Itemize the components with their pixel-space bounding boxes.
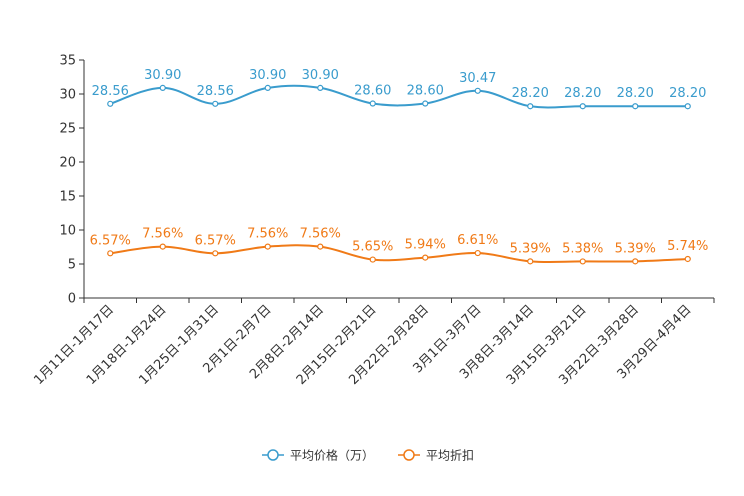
data-label: 28.20 xyxy=(564,86,601,101)
y-tick-label: 15 xyxy=(59,190,76,205)
data-point xyxy=(579,103,586,110)
data-point xyxy=(474,249,481,257)
data-label: 28.60 xyxy=(354,84,391,99)
data-label: 30.90 xyxy=(249,68,286,83)
data-point xyxy=(422,254,429,261)
data-label: 6.57% xyxy=(195,233,236,248)
data-point xyxy=(264,243,271,250)
data-label: 7.56% xyxy=(142,227,183,242)
y-tick-label: 30 xyxy=(59,88,76,103)
legend-label: 平均价格（万） xyxy=(290,448,374,463)
series-line xyxy=(110,244,688,264)
data-point xyxy=(369,100,376,107)
data-point xyxy=(579,258,586,265)
data-label: 28.20 xyxy=(617,86,654,101)
y-tick-label: 20 xyxy=(59,156,76,171)
data-point xyxy=(159,84,166,91)
y-tick-label: 25 xyxy=(59,122,76,137)
data-point xyxy=(684,255,691,263)
data-label: 5.74% xyxy=(667,239,708,254)
data-point xyxy=(264,84,271,91)
data-point xyxy=(107,100,114,107)
data-label: 28.20 xyxy=(669,86,706,101)
data-label: 30.90 xyxy=(144,68,181,83)
data-label: 5.39% xyxy=(510,241,551,256)
data-label: 28.60 xyxy=(407,84,444,99)
legend-label: 平均折扣 xyxy=(426,448,474,463)
data-point xyxy=(212,100,219,107)
data-point xyxy=(632,258,639,265)
legend-marker-icon xyxy=(267,449,279,461)
data-label: 30.47 xyxy=(459,71,496,86)
legend-marker-icon xyxy=(403,449,415,461)
data-point xyxy=(369,256,376,263)
data-label: 6.61% xyxy=(457,233,498,248)
data-label: 28.56 xyxy=(197,84,234,99)
data-label: 7.56% xyxy=(247,227,288,242)
data-point xyxy=(684,103,691,110)
data-label: 5.65% xyxy=(352,240,393,255)
chart-series: 28.56 30.90 28.56 30.90 30.90 28.60 28.60 30.47… xyxy=(90,68,708,265)
data-label: 28.20 xyxy=(512,86,549,101)
data-point xyxy=(527,103,534,110)
y-tick-label: 5 xyxy=(68,258,76,273)
data-label: 5.94% xyxy=(405,238,446,253)
data-point xyxy=(317,243,324,250)
y-tick-label: 10 xyxy=(59,224,76,239)
data-point xyxy=(317,84,324,91)
data-label: 7.56% xyxy=(300,227,341,242)
data-label: 30.90 xyxy=(302,68,339,83)
legend-item-avg-price[interactable]: 平均价格（万） xyxy=(262,448,374,463)
data-point xyxy=(107,250,114,257)
series-avg-discount: 6.57% 7.56% 6.57% 7.56% 7.56% 5.65% 5.94% 6.61%… xyxy=(90,227,708,265)
data-point xyxy=(212,250,219,257)
data-point xyxy=(474,87,481,94)
data-point xyxy=(527,258,534,265)
chart-legend[interactable]: 平均价格（万） 平均折扣 xyxy=(262,448,474,463)
data-point xyxy=(159,243,166,250)
data-label: 6.57% xyxy=(90,233,131,248)
legend-item-avg-discount[interactable]: 平均折扣 xyxy=(398,448,474,463)
y-tick-label: 0 xyxy=(68,292,76,307)
y-tick-label: 35 xyxy=(59,54,76,69)
series-line xyxy=(109,84,688,109)
data-point xyxy=(632,103,639,110)
data-label: 5.39% xyxy=(615,241,656,256)
series-avg-price: 28.56 30.90 28.56 30.90 30.90 28.60 28.60 30.47… xyxy=(92,68,706,110)
data-point xyxy=(422,100,429,107)
data-label: 28.56 xyxy=(92,84,129,99)
data-label: 5.38% xyxy=(562,241,603,256)
